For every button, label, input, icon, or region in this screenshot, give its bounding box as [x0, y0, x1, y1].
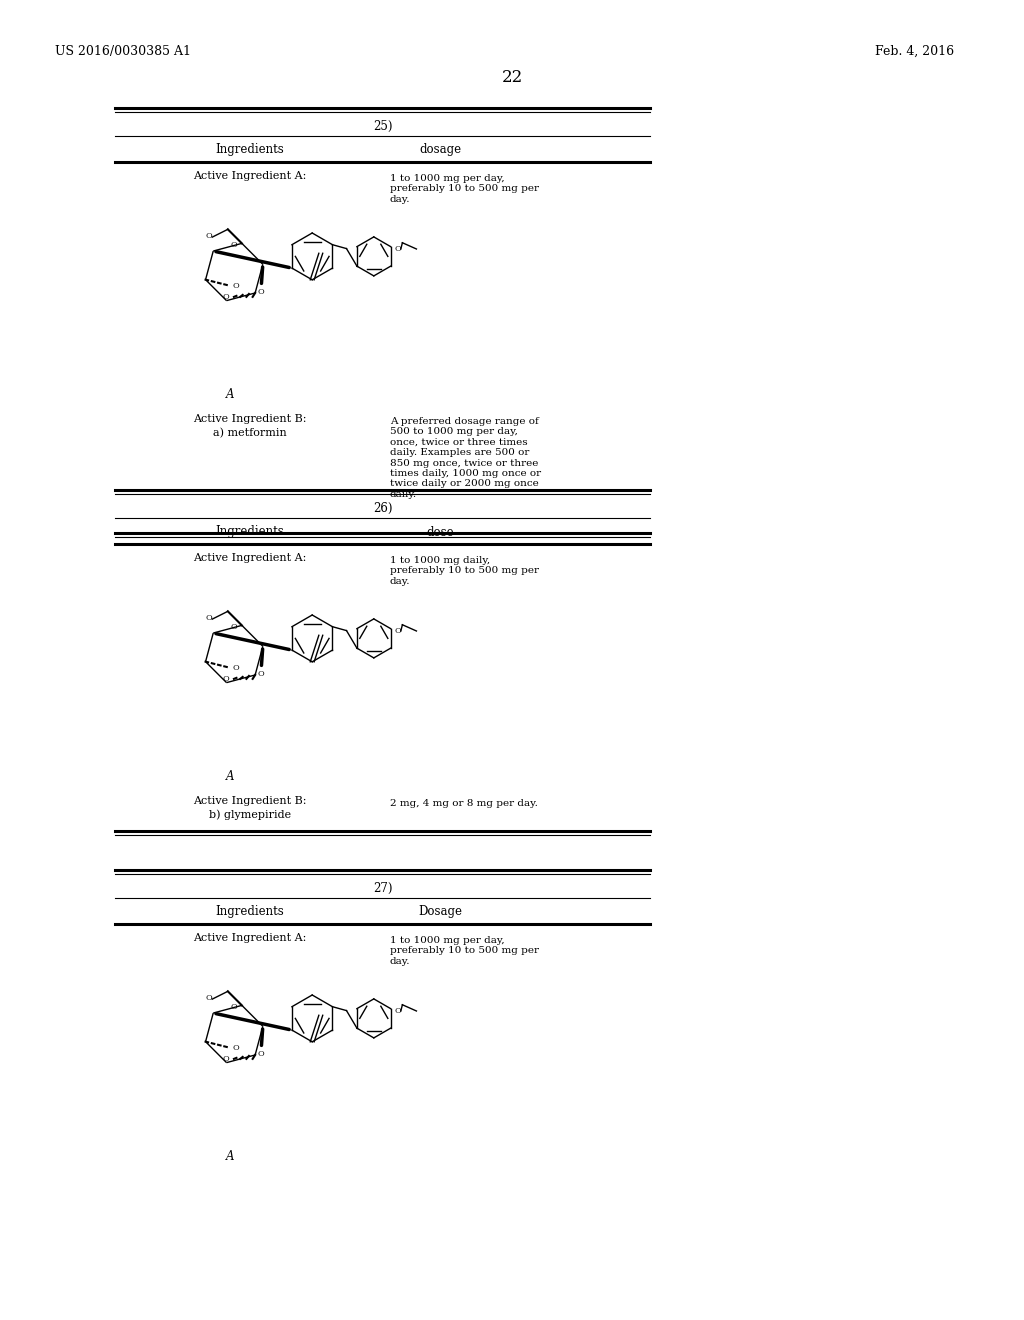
Text: O: O [258, 288, 264, 297]
Text: US 2016/0030385 A1: US 2016/0030385 A1 [55, 45, 191, 58]
Text: 27): 27) [373, 882, 392, 895]
Text: Active Ingredient B:: Active Ingredient B: [194, 796, 307, 807]
Text: O: O [258, 671, 264, 678]
Text: Ingredients: Ingredients [216, 144, 285, 157]
Text: O: O [232, 282, 239, 290]
Text: Dosage: Dosage [418, 906, 462, 919]
Text: Active Ingredient B:: Active Ingredient B: [194, 414, 307, 424]
Text: O: O [222, 293, 228, 301]
Text: Active Ingredient A:: Active Ingredient A: [194, 553, 306, 564]
Text: dose: dose [426, 525, 454, 539]
Text: O: O [394, 246, 401, 253]
Text: O: O [394, 1007, 401, 1015]
Text: A: A [225, 388, 234, 400]
Text: dosage: dosage [419, 144, 461, 157]
Text: A preferred dosage range of
500 to 1000 mg per day,
once, twice or three times
d: A preferred dosage range of 500 to 1000 … [390, 417, 541, 499]
Text: O: O [205, 232, 212, 240]
Text: 26): 26) [373, 502, 392, 515]
Text: 1 to 1000 mg per day,
preferably 10 to 500 mg per
day.: 1 to 1000 mg per day, preferably 10 to 5… [390, 936, 539, 966]
Text: 2 mg, 4 mg or 8 mg per day.: 2 mg, 4 mg or 8 mg per day. [390, 799, 538, 808]
Text: Ingredients: Ingredients [216, 906, 285, 919]
Text: a) metformin: a) metformin [213, 428, 287, 438]
Text: A: A [225, 1150, 234, 1163]
Text: O: O [205, 614, 212, 622]
Text: Active Ingredient A:: Active Ingredient A: [194, 172, 306, 181]
Text: O: O [205, 994, 212, 1002]
Text: O: O [222, 675, 228, 682]
Text: 1 to 1000 mg per day,
preferably 10 to 500 mg per
day.: 1 to 1000 mg per day, preferably 10 to 5… [390, 174, 539, 203]
Text: O: O [230, 240, 238, 249]
Text: O: O [230, 1003, 238, 1011]
Text: O: O [258, 1051, 264, 1059]
Text: A: A [225, 770, 234, 783]
Text: O: O [230, 623, 238, 631]
Text: O: O [222, 1055, 228, 1063]
Text: O: O [394, 627, 401, 635]
Text: Ingredients: Ingredients [216, 525, 285, 539]
Text: 22: 22 [502, 69, 522, 86]
Text: 1 to 1000 mg daily,
preferably 10 to 500 mg per
day.: 1 to 1000 mg daily, preferably 10 to 500… [390, 556, 539, 586]
Text: Active Ingredient A:: Active Ingredient A: [194, 933, 306, 942]
Text: O: O [232, 1044, 239, 1052]
Text: b) glymepiride: b) glymepiride [209, 809, 291, 820]
Text: O: O [232, 664, 239, 672]
Text: Feb. 4, 2016: Feb. 4, 2016 [874, 45, 954, 58]
Text: 25): 25) [373, 120, 392, 132]
